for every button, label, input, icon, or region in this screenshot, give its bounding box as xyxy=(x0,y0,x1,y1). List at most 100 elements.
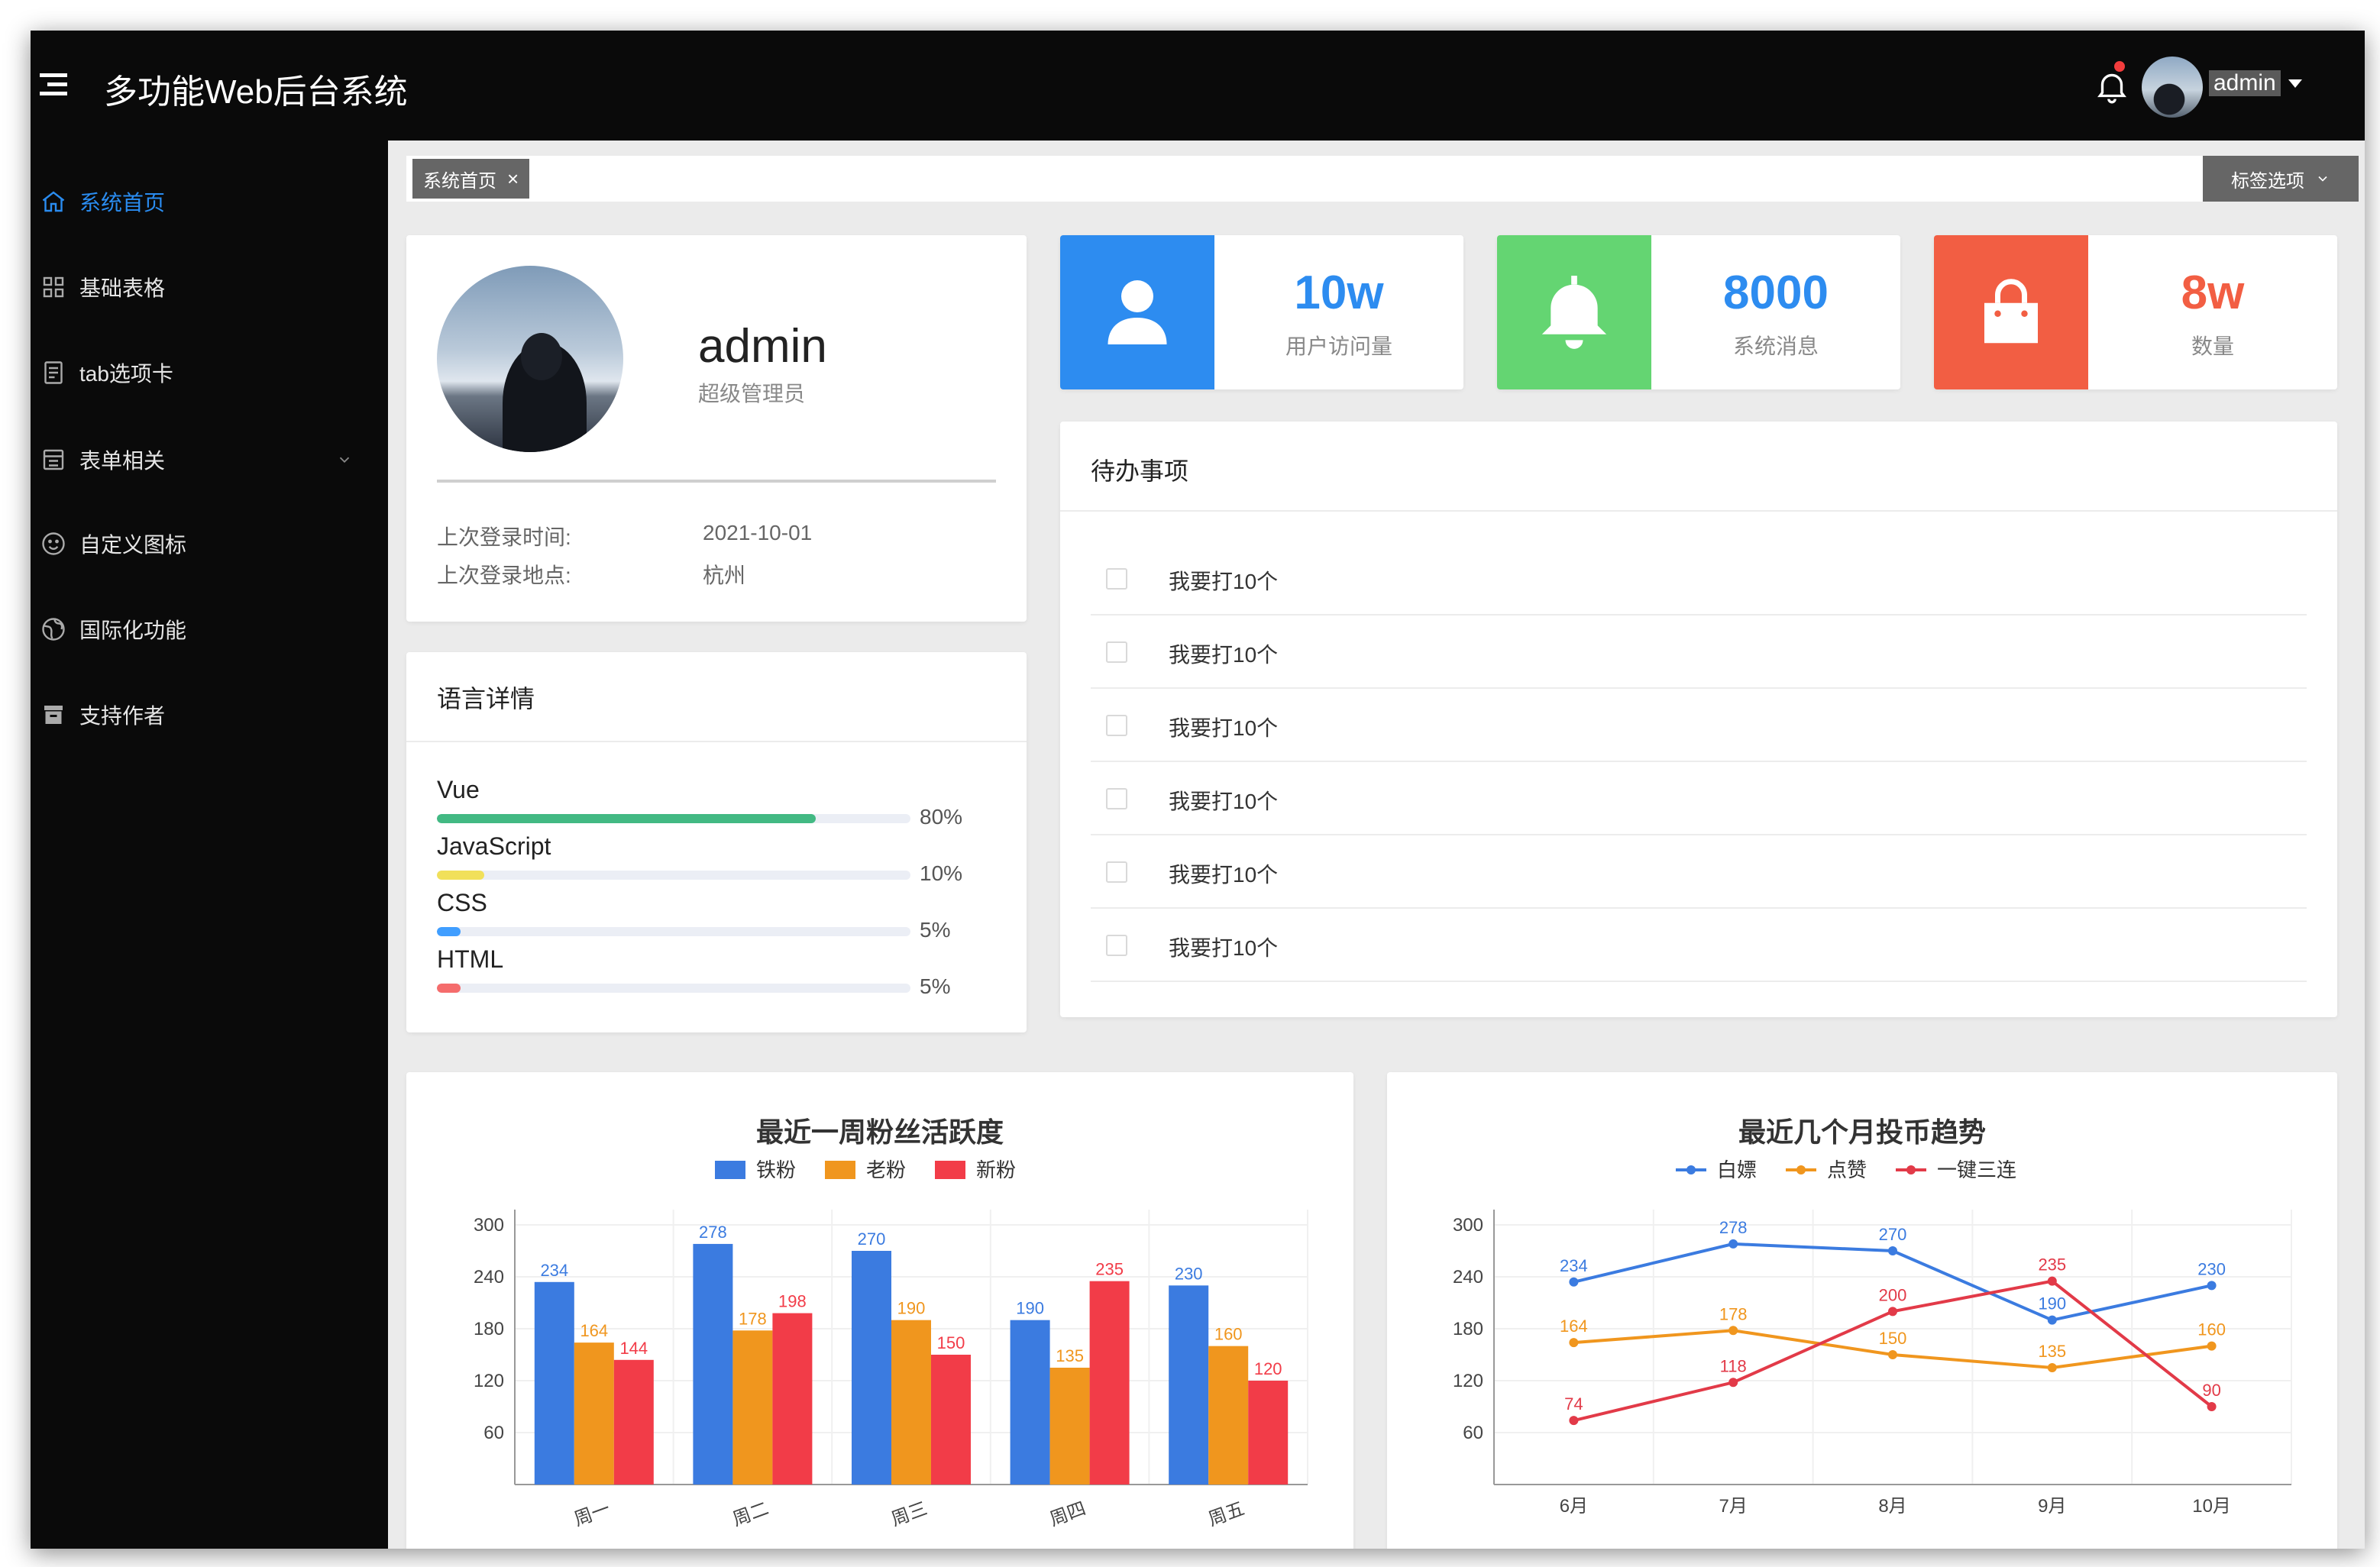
todo-item: 我要打10个 xyxy=(1091,615,2307,689)
chevron-down-icon xyxy=(2318,176,2327,182)
language-name: CSS xyxy=(437,889,487,916)
card-divider xyxy=(1060,510,2337,512)
todo-checkbox[interactable] xyxy=(1106,641,1127,663)
language-name: Vue xyxy=(437,776,480,803)
todo-checkbox[interactable] xyxy=(1106,788,1127,809)
x-tick-label: 6月 xyxy=(1560,1496,1588,1517)
todo-title: 待办事项 xyxy=(1091,457,1189,485)
todo-item: 我要打10个 xyxy=(1091,909,2307,982)
data-point xyxy=(1728,1326,1738,1336)
language-title: 语言详情 xyxy=(437,685,535,712)
language-percent: 5% xyxy=(920,918,951,942)
y-tick-label: 240 xyxy=(474,1267,504,1288)
gift-icon xyxy=(44,706,63,724)
stat-card-visits[interactable]: 10w 用户访问量 xyxy=(1060,235,1463,389)
stat-card-messages[interactable]: 8000 系统消息 xyxy=(1497,235,1900,389)
chart-title: 最近几个月投币趋势 xyxy=(1738,1116,1986,1148)
data-label: 164 xyxy=(1560,1317,1588,1336)
sidebar-item-support[interactable]: 支持作者 xyxy=(31,678,388,751)
language-progress-fill xyxy=(437,984,461,993)
bar xyxy=(693,1243,733,1485)
last-login-time-label: 上次登录时间: xyxy=(437,525,571,549)
legend-label: 一键三连 xyxy=(1937,1158,2016,1181)
user-dropdown[interactable]: admin xyxy=(2209,70,2302,96)
data-label: 178 xyxy=(1719,1304,1748,1323)
last-login-place: 杭州 xyxy=(703,564,746,587)
y-tick-label: 300 xyxy=(474,1215,504,1236)
profile-card: admin 超级管理员 上次登录时间: 2021-10-01 上次登录地点: 杭… xyxy=(406,235,1027,622)
list-icon xyxy=(43,449,64,470)
sidebar-item-custom-icons[interactable]: 自定义图标 xyxy=(31,507,388,580)
data-label: 190 xyxy=(897,1299,926,1318)
sidebar-item-tabs[interactable]: tab选项卡 xyxy=(31,336,388,409)
bar xyxy=(732,1330,773,1485)
data-point xyxy=(1569,1416,1579,1426)
data-label: 90 xyxy=(2202,1381,2220,1400)
globe-icon xyxy=(42,618,65,641)
stat-card-quantity[interactable]: 8w 数量 xyxy=(1934,235,2337,389)
stat-icon-box xyxy=(1497,235,1651,389)
data-label: 278 xyxy=(699,1223,727,1242)
data-label: 118 xyxy=(1720,1356,1747,1375)
data-label: 270 xyxy=(1879,1225,1907,1244)
collapse-menu-icon[interactable] xyxy=(40,73,67,96)
x-tick-label: 周四 xyxy=(1047,1498,1088,1530)
smile-icon xyxy=(42,532,65,555)
data-point xyxy=(1569,1338,1579,1348)
sidebar: 系统首页 基础表格 tab选项卡 表单相关 自定义图标 国际化功能 支持作者 xyxy=(31,141,388,1549)
bar xyxy=(1208,1346,1249,1485)
todo-checkbox[interactable] xyxy=(1106,715,1127,736)
language-name: JavaScript xyxy=(437,832,551,860)
coin-trend-line-chart: 白嫖 点赞 一键三连 60 120 180 240 300 6月 7月 8月 9月 10月 234 278 2… xyxy=(1453,1158,2292,1517)
sidebar-item-label: 基础表格 xyxy=(79,276,166,300)
sidebar-item-forms[interactable]: 表单相关 xyxy=(31,423,388,496)
sidebar-item-label: 支持作者 xyxy=(79,704,166,728)
todo-card: 待办事项 我要打10个 我要打10个 我要打10个 我要打10个 我要打10个 … xyxy=(1060,422,2337,1017)
legend-label: 铁粉 xyxy=(756,1158,796,1181)
notification-bell-icon[interactable] xyxy=(2093,67,2131,105)
language-name: HTML xyxy=(437,945,504,973)
tags-options-button[interactable]: 标签选项 xyxy=(2203,156,2359,202)
data-point xyxy=(2047,1276,2057,1286)
bar xyxy=(1248,1381,1289,1485)
stat-value: 10w xyxy=(1294,267,1384,319)
todo-item: 我要打10个 xyxy=(1091,542,2307,615)
todo-item: 我要打10个 xyxy=(1091,689,2307,762)
grid-icon xyxy=(43,276,64,298)
todo-checkbox[interactable] xyxy=(1106,861,1127,883)
profile-role: 超级管理员 xyxy=(698,382,806,405)
data-label: 150 xyxy=(937,1333,965,1352)
language-percent: 10% xyxy=(920,861,963,885)
sidebar-item-home[interactable]: 系统首页 xyxy=(31,165,388,238)
y-tick-label: 180 xyxy=(1453,1319,1483,1339)
todo-item: 我要打10个 xyxy=(1091,835,2307,909)
language-progress-track xyxy=(437,984,910,993)
data-point xyxy=(1569,1277,1579,1287)
home-icon xyxy=(42,191,65,212)
sidebar-item-i18n[interactable]: 国际化功能 xyxy=(31,593,388,666)
bar-chart-card: 最近一周粉丝活跃度 铁粉 老粉 新粉 60 120 180 240 300 234 164 144 周… xyxy=(406,1072,1353,1549)
todo-checkbox[interactable] xyxy=(1106,568,1127,590)
close-icon[interactable]: × xyxy=(507,166,519,190)
tag-home[interactable]: 系统首页 × xyxy=(412,159,530,199)
data-label: 230 xyxy=(1175,1264,1203,1283)
data-point xyxy=(2207,1402,2217,1411)
data-label: 160 xyxy=(1214,1325,1243,1344)
profile-name: admin xyxy=(698,320,827,373)
header-avatar[interactable] xyxy=(2142,57,2203,118)
bar xyxy=(534,1281,574,1485)
bar xyxy=(1049,1368,1090,1485)
legend-label: 白嫖 xyxy=(1717,1158,1757,1181)
y-tick-label: 120 xyxy=(1453,1371,1483,1391)
language-percent: 5% xyxy=(920,974,951,998)
sidebar-item-basic-table[interactable]: 基础表格 xyxy=(31,250,388,324)
data-label: 144 xyxy=(619,1339,648,1358)
legend-swatch xyxy=(715,1161,745,1179)
todo-checkbox[interactable] xyxy=(1106,935,1127,956)
language-progress-fill xyxy=(437,814,816,823)
language-progress-fill xyxy=(437,871,484,880)
language-progress-track xyxy=(437,927,910,936)
data-label: 164 xyxy=(580,1321,608,1340)
stat-value: 8000 xyxy=(1723,267,1829,319)
caret-down-icon xyxy=(2288,79,2302,88)
